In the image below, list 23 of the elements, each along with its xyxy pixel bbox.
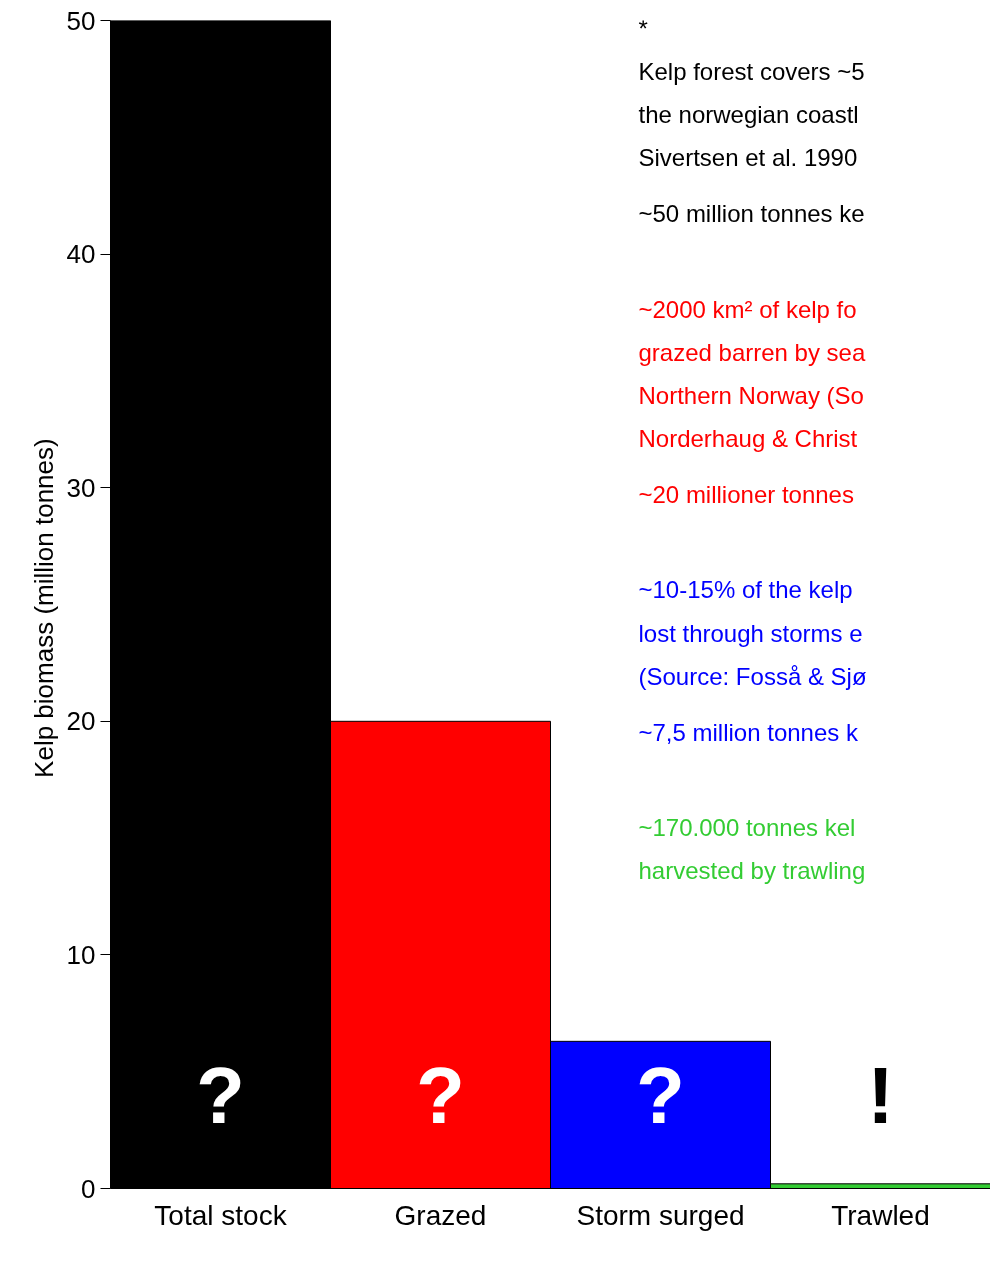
annotation: ! <box>867 1050 894 1140</box>
y-tick-label: 0 <box>81 1173 96 1204</box>
y-tick-label: 10 <box>66 939 96 970</box>
annotation: ~50 million tonnes ke <box>638 200 865 228</box>
annotation: ? <box>636 1050 685 1140</box>
annotation: ~170.000 tonnes kel harvested by trawling <box>638 814 866 885</box>
annotation: * <box>638 14 648 42</box>
y-tick-label: 20 <box>66 706 96 737</box>
annotation: ~7,5 million tonnes k <box>638 719 859 747</box>
x-tick-label: Storm surged <box>576 1199 745 1231</box>
x-tick-label: Total stock <box>154 1199 288 1231</box>
annotation: Kelp forest covers ~5 the norwegian coastl Sivertsen et al. 1990 <box>638 57 865 172</box>
annotation: ~2000 km² of kelp fo grazed barren by sea Northern Norway (So Norderhaug & Christ <box>638 295 866 453</box>
x-tick-label: Trawled <box>831 1199 930 1231</box>
annotation: ~10-15% of the kelp lost through storms e (Source: Fosså & Sjø <box>638 576 867 690</box>
annotation: ? <box>196 1050 245 1140</box>
annotation: ? <box>416 1050 465 1140</box>
annotation: ~20 millioner tonnes <box>638 481 854 509</box>
y-tick-label: 30 <box>66 472 96 503</box>
y-tick-label: 40 <box>66 239 96 270</box>
y-tick-label: 50 <box>66 5 96 36</box>
y-axis-title: Kelp biomass (million tonnes) <box>28 438 59 778</box>
x-tick-label: Grazed <box>394 1199 487 1231</box>
